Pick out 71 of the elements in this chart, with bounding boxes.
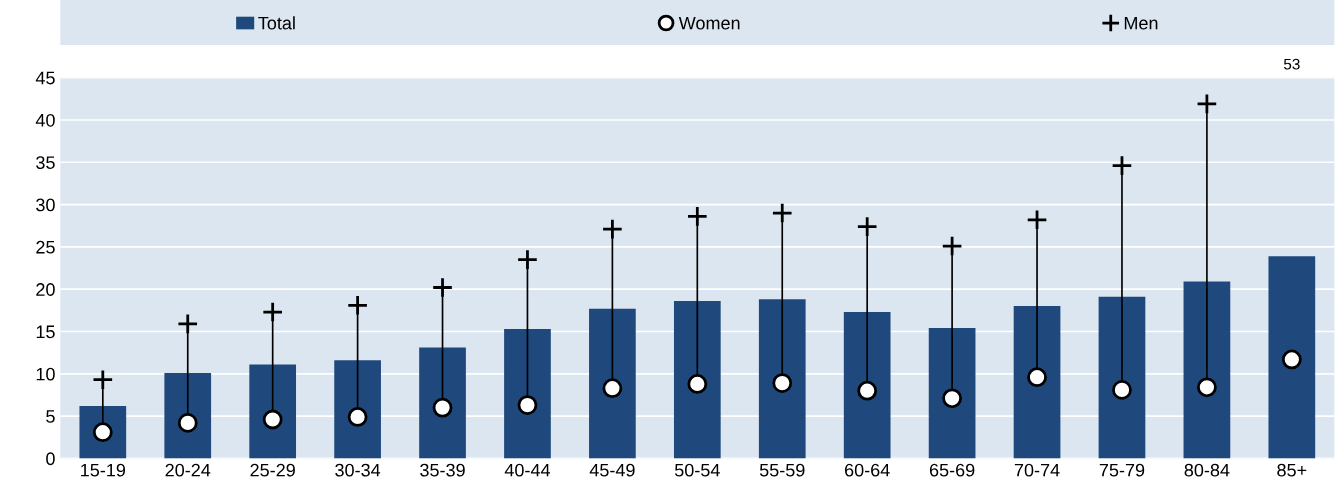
bar [758,299,806,459]
bar [1098,296,1146,459]
bar [334,360,381,459]
text: 53 [1283,58,1300,70]
x-tick-label: 80-84 [1184,463,1230,477]
point [517,395,538,415]
point [261,301,284,323]
bar [504,328,551,459]
point [346,294,369,316]
x-tick-label: 15-19 [81,463,126,477]
y-tick-label: 20 [36,283,55,296]
point [1281,349,1302,370]
point [431,276,454,299]
x-tick-label: 85+ [1277,463,1307,477]
y-tick-label: 35 [36,156,55,169]
x-tick-label: 30-34 [335,463,381,477]
point [687,374,708,394]
point [602,378,623,399]
point [177,412,198,433]
point [177,313,199,335]
point [1197,377,1217,398]
x-tick-label: 20-24 [165,463,211,477]
bar [1183,281,1231,459]
point [942,388,962,409]
bar [673,301,721,459]
y-tick-label: 0 [46,452,55,466]
bar [164,372,212,459]
point [432,397,453,418]
bar [1013,306,1061,459]
point [1196,93,1218,115]
point [686,205,709,228]
bar [843,312,891,459]
legend-label: Women [678,16,740,30]
x-tick-label: 45-49 [589,463,635,477]
point [92,369,114,391]
x-tick-label: 65-69 [929,463,975,477]
y-tick-label: 10 [36,367,55,381]
x-tick-label: 55-59 [759,463,805,477]
y-tick-label: 45 [35,71,55,85]
y-tick-label: 30 [36,198,55,212]
bar [1268,256,1316,459]
x-tick-label: 50-54 [674,463,720,477]
y-tick-label: 5 [46,410,55,423]
point [856,215,878,238]
point [1027,367,1047,388]
y-tick-label: 15 [36,325,55,339]
x-tick-label: 75-79 [1099,463,1145,477]
point [347,407,368,427]
point [772,373,793,393]
point [941,235,963,257]
x-tick-label: 40-44 [504,463,551,477]
point [771,202,793,224]
bar [928,328,976,459]
y-tick-label: 25 [36,240,55,254]
point [1026,209,1048,231]
point [262,409,283,430]
bar [249,364,297,459]
y-tick-label: 40 [35,113,55,127]
x-tick-label: 70-74 [1014,463,1060,477]
bar [419,347,466,459]
point [516,248,539,271]
x-tick-label: 25-29 [250,463,295,477]
legend-label: Total [258,16,295,30]
x-tick-label: 60-64 [845,463,890,477]
legend-label: Men [1124,16,1158,30]
bar [589,308,636,459]
point [601,218,624,240]
point [857,380,878,401]
point [1111,154,1133,177]
point [1112,379,1132,400]
x-tick-label: 35-39 [420,463,465,477]
